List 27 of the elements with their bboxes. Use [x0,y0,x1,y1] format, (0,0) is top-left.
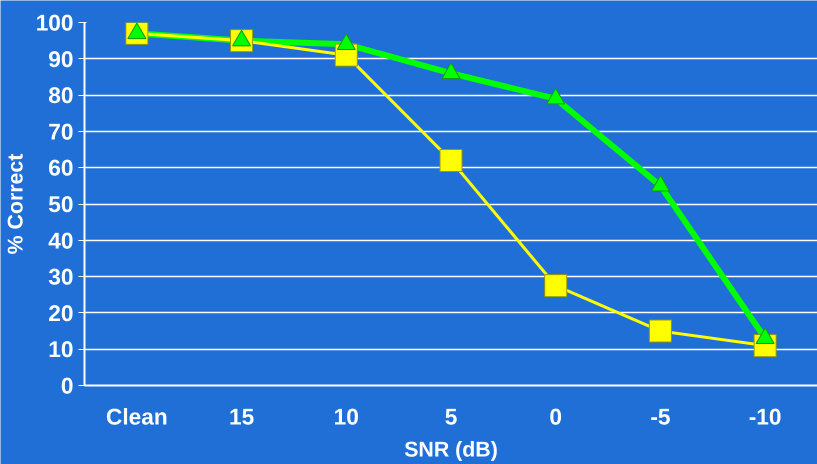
x-tick-label: Clean [106,404,168,430]
point [336,33,356,50]
x-axis-title: SNR (dB) [404,438,498,462]
y-tick-label: 0 [60,372,74,398]
x-tick-label: -5 [650,404,671,430]
point [544,274,568,298]
y-tick-label: 90 [48,46,74,72]
x-tick-label: 0 [549,404,562,430]
point [650,174,670,192]
y-tick-label: 60 [48,154,74,181]
y-axis-title: % Correct [4,154,28,254]
y-tick-label: 20 [48,300,74,326]
y-tick-label: 80 [48,82,74,108]
point [648,320,672,343]
x-tick-label: 10 [334,404,359,430]
y-tick-label: 30 [48,264,74,290]
point [440,148,462,172]
y-tick-label: 100 [36,10,74,36]
y-tick-label: 10 [48,336,74,362]
x-tick-label: 15 [228,404,254,430]
point [546,88,566,104]
y-tick-label: 70 [48,118,74,144]
x-tick-label: -10 [748,404,782,430]
y-tick-label: 40 [48,227,74,254]
x-tick-label: 5 [444,404,458,430]
point [442,62,460,80]
y-tick-label: 50 [48,191,74,217]
